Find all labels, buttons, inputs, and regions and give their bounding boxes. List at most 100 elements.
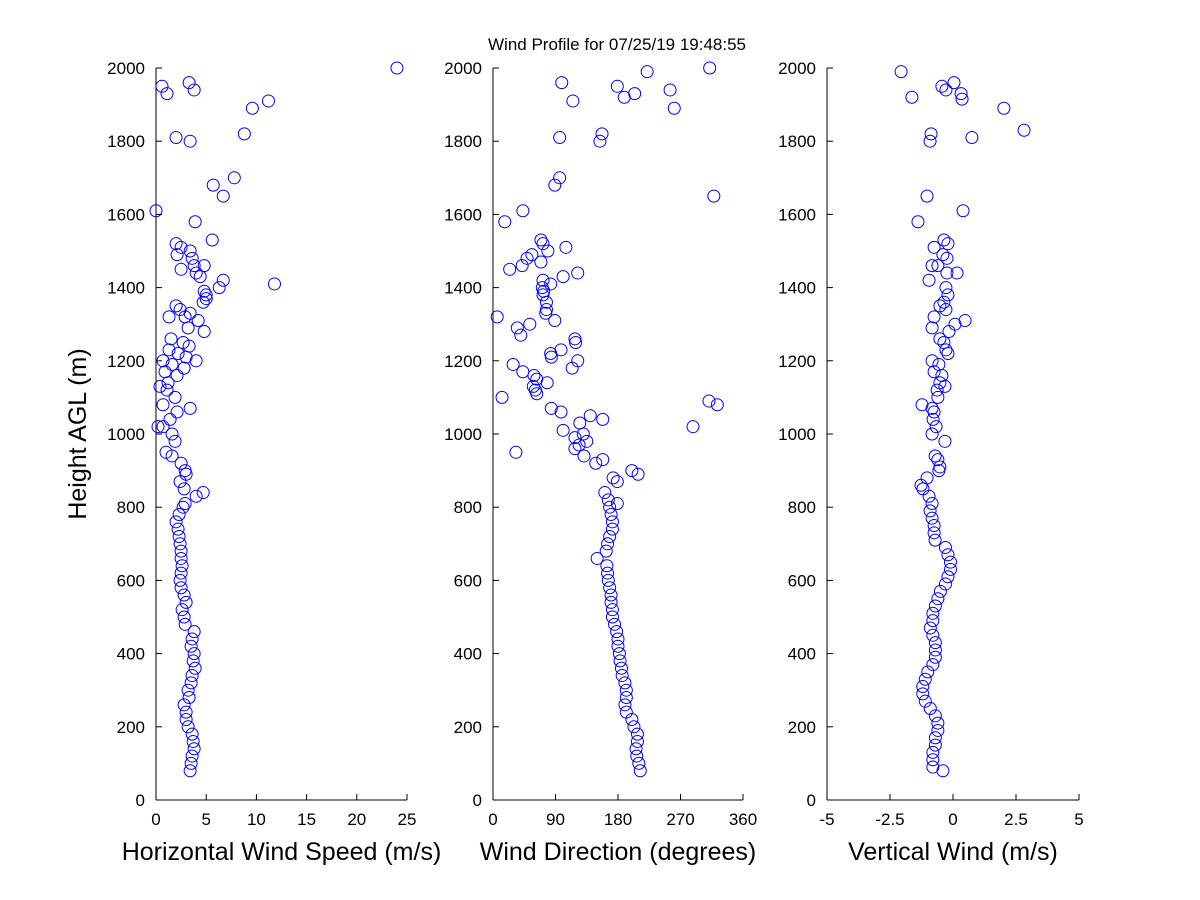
data-point	[611, 632, 625, 646]
data-point	[174, 262, 188, 276]
data-point	[553, 171, 567, 185]
y-tick-label: 1800	[778, 132, 816, 151]
data-point	[922, 273, 936, 287]
data-point	[933, 332, 947, 346]
y-tick-label: 1800	[444, 132, 482, 151]
x-tick-label: 2.5	[1004, 810, 1028, 829]
data-point	[523, 317, 537, 331]
data-point	[530, 387, 544, 401]
data-point	[179, 595, 193, 609]
data-point	[914, 478, 928, 492]
data-point	[940, 251, 954, 265]
data-point	[212, 281, 226, 295]
data-point	[168, 390, 182, 404]
x-axis-label: Wind Direction (degrees)	[480, 838, 757, 866]
data-point	[183, 764, 197, 778]
data-point	[174, 544, 188, 558]
data-point	[619, 691, 633, 705]
data-point	[927, 526, 941, 540]
data-point	[534, 233, 548, 247]
data-point	[170, 405, 184, 419]
data-point	[153, 379, 167, 393]
data-point	[161, 376, 175, 390]
data-point	[184, 639, 198, 653]
data-point	[601, 573, 615, 587]
data-point	[187, 647, 201, 661]
data-point	[601, 537, 615, 551]
data-point	[199, 288, 213, 302]
data-point	[943, 562, 957, 576]
data-point	[600, 559, 614, 573]
data-point	[927, 519, 941, 532]
y-tick-label: 2000	[107, 59, 145, 78]
data-point	[525, 248, 539, 262]
data-point	[173, 537, 187, 551]
data-point	[189, 266, 203, 280]
data-point	[930, 383, 944, 397]
data-point	[577, 449, 591, 463]
data-point	[933, 584, 947, 598]
y-tick-label: 1600	[107, 205, 145, 224]
data-point	[162, 310, 176, 324]
data-point	[566, 94, 580, 108]
data-point	[536, 288, 550, 302]
data-point	[573, 416, 587, 430]
data-point	[178, 497, 192, 511]
data-point	[162, 343, 176, 357]
data-point	[610, 79, 624, 93]
data-point	[169, 515, 183, 529]
data-point	[165, 427, 179, 441]
data-point	[925, 354, 939, 368]
data-point	[916, 482, 930, 496]
data-point	[918, 694, 932, 708]
data-point	[177, 361, 191, 375]
data-point	[527, 368, 541, 382]
data-point	[941, 288, 955, 302]
data-point	[187, 83, 201, 97]
data-point	[516, 204, 530, 218]
data-point	[196, 486, 210, 500]
data-point	[548, 178, 562, 192]
data-point	[178, 617, 192, 631]
data-point	[939, 83, 953, 97]
data-point	[707, 189, 721, 203]
data-point	[937, 233, 951, 247]
data-point	[151, 420, 165, 434]
data-point	[630, 749, 644, 763]
data-point	[170, 248, 184, 262]
data-point	[633, 764, 647, 778]
data-point	[158, 365, 172, 379]
data-point	[925, 259, 939, 273]
data-point	[177, 482, 191, 496]
data-point	[603, 581, 617, 595]
y-tick-label: 1400	[444, 279, 482, 298]
data-point	[596, 453, 610, 467]
data-point	[149, 204, 163, 218]
y-tick-label: 200	[788, 718, 816, 737]
data-point	[939, 343, 953, 357]
data-point	[604, 588, 618, 602]
data-point	[184, 756, 198, 770]
data-point	[187, 625, 201, 639]
data-point	[510, 321, 524, 335]
data-point	[927, 405, 941, 419]
data-point	[608, 617, 622, 631]
data-point	[179, 705, 193, 719]
data-point	[598, 486, 612, 500]
data-point	[941, 237, 955, 251]
data-point	[667, 101, 681, 115]
data-point	[926, 412, 940, 426]
data-point	[931, 390, 945, 404]
data-point	[503, 262, 517, 276]
data-point	[939, 281, 953, 295]
data-point	[928, 738, 942, 752]
x-tick-label: -2.5	[875, 810, 904, 829]
data-point	[625, 464, 639, 478]
data-point	[177, 610, 191, 624]
data-point	[177, 698, 191, 712]
data-point	[593, 134, 607, 148]
data-point	[931, 723, 945, 737]
data-point	[191, 314, 205, 328]
y-axis-label: Height AGL (m)	[64, 348, 92, 519]
data-point	[918, 672, 932, 686]
